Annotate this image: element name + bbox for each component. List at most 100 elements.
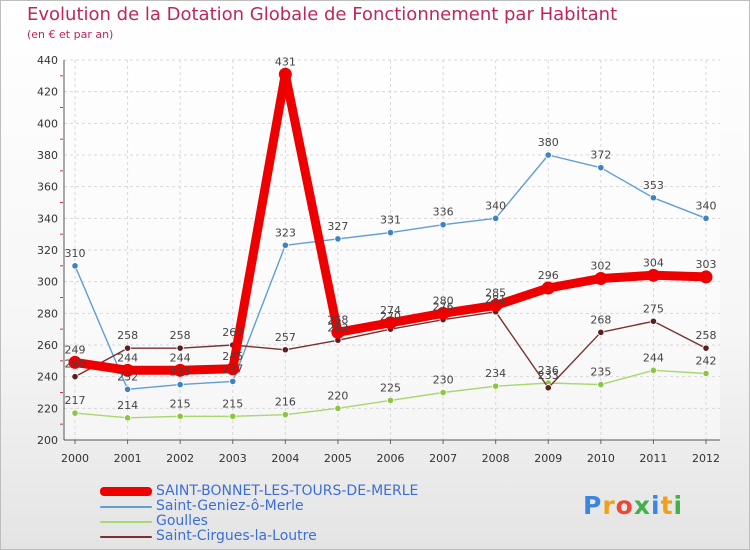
y-tick-label: 380 [37, 149, 58, 162]
axes: 200 220 240 260 280 300 320 340 360 380 400 420 440 2… [37, 54, 720, 465]
series-layer [68, 67, 713, 422]
data-label: 431 [275, 55, 296, 68]
data-label: 235 [170, 366, 191, 379]
data-label: 276 [433, 301, 454, 314]
data-point [386, 396, 395, 405]
data-label: 258 [696, 329, 717, 342]
data-label: 249 [65, 343, 86, 356]
data-point [702, 344, 710, 352]
y-tick-label: 420 [37, 86, 58, 99]
data-point [489, 298, 503, 312]
y-tick-label: 400 [37, 117, 58, 130]
data-label: 214 [117, 399, 138, 412]
data-point [702, 369, 710, 378]
data-label: 340 [485, 199, 506, 212]
data-label: 217 [65, 394, 86, 407]
data-label: 304 [643, 256, 664, 269]
data-point [281, 346, 289, 354]
y-tick-label: 320 [37, 244, 58, 257]
legend-swatch [100, 536, 152, 538]
data-label: 235 [590, 366, 611, 379]
data-label: 274 [380, 304, 401, 317]
data-point [71, 373, 79, 381]
y-tick-label: 300 [37, 276, 58, 289]
x-tick-label: 2009 [534, 452, 562, 465]
data-point [176, 412, 184, 420]
data-point [278, 67, 292, 81]
series-1 [71, 366, 710, 422]
data-point [173, 363, 187, 377]
y-tick-label: 440 [37, 54, 58, 67]
data-label: 258 [170, 329, 191, 342]
data-point [226, 362, 240, 376]
data-point [597, 328, 605, 336]
data-label: 244 [643, 351, 664, 364]
data-label: 225 [380, 381, 401, 394]
logo-letter: t [660, 491, 674, 520]
data-label: 233 [538, 369, 559, 382]
data-label: 257 [275, 331, 296, 344]
data-label: 268 [590, 313, 611, 326]
chart-title: Evolution de la Dotation Globale de Fonc… [27, 4, 618, 25]
legend-swatch [100, 521, 152, 523]
x-tick-label: 2005 [324, 452, 352, 465]
x-tick-label: 2004 [271, 452, 299, 465]
data-label: 260 [222, 326, 243, 339]
data-point [699, 270, 713, 284]
data-point [121, 363, 135, 377]
data-point [702, 214, 710, 222]
data-point [71, 262, 79, 270]
data-label: 275 [643, 302, 664, 315]
data-point [649, 317, 658, 325]
y-tick-label: 240 [37, 371, 58, 384]
logo-letter: x [633, 491, 651, 520]
data-label: 242 [696, 355, 717, 368]
data-label: 237 [222, 362, 243, 375]
data-point [281, 411, 289, 419]
data-point [492, 214, 500, 222]
data-point [229, 377, 237, 386]
data-point [176, 380, 184, 389]
data-point [597, 380, 605, 389]
data-label: 220 [327, 389, 348, 402]
legend-label: Saint-Cirgues-la-Loutre [156, 528, 317, 544]
logo-letter: o [615, 491, 634, 520]
data-point [649, 194, 658, 202]
data-point [649, 366, 658, 374]
data-label: 327 [327, 220, 348, 233]
data-point [594, 272, 608, 285]
data-label: 234 [485, 367, 506, 380]
data-label: 244 [117, 351, 138, 364]
data-point [334, 404, 342, 412]
data-label: 270 [380, 310, 401, 323]
data-labels: 310 232 235 237 323 327 331 336 340 380 372 353 340 2… [65, 55, 717, 412]
data-point [334, 235, 342, 243]
x-tick-label: 2001 [114, 452, 142, 465]
x-tick-label: 2010 [587, 452, 615, 465]
data-label: 310 [65, 247, 86, 260]
x-tick-label: 2011 [639, 452, 667, 465]
data-label: 280 [433, 294, 454, 307]
data-label: 230 [433, 374, 454, 387]
data-label: 268 [327, 313, 348, 326]
data-label: 281 [485, 293, 506, 306]
data-point [541, 281, 555, 295]
data-point [597, 164, 605, 172]
data-label: 215 [170, 397, 191, 410]
data-label: 216 [275, 396, 296, 409]
data-point [544, 384, 552, 392]
data-label: 302 [590, 260, 611, 273]
x-tick-label: 2008 [482, 452, 510, 465]
data-label: 303 [696, 258, 717, 271]
data-point [439, 388, 447, 397]
series-0 [71, 151, 710, 393]
x-tick-label: 2007 [429, 452, 457, 465]
legend-label: SAINT-BONNET-LES-TOURS-DE-MERLE [156, 483, 419, 499]
data-label: 263 [327, 321, 348, 334]
y-tick-label: 220 [37, 402, 58, 415]
data-label: 331 [380, 214, 401, 227]
data-label: 240 [65, 358, 86, 371]
data-label: 245 [222, 350, 243, 363]
legend-label: Goulles [156, 513, 208, 529]
